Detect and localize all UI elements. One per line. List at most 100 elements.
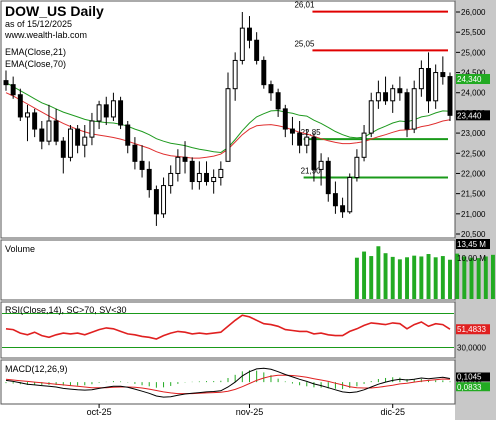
candle-body — [182, 156, 188, 162]
volume-bar — [448, 259, 452, 299]
candle-body — [404, 92, 410, 130]
candle-body — [375, 92, 381, 102]
candle-body — [82, 136, 88, 146]
candle — [218, 161, 224, 186]
candle — [161, 177, 167, 218]
candle-body — [332, 193, 338, 207]
candle — [139, 145, 145, 178]
candle-body — [3, 80, 9, 86]
candle — [297, 120, 303, 154]
signal-label-text: 0,0833 — [457, 383, 482, 392]
candle — [89, 112, 95, 146]
candle-body — [10, 84, 16, 96]
price-axis-labels: 24,340 23,440 — [456, 74, 490, 121]
candle-body — [282, 108, 288, 130]
price-tick-label: 26,000 — [461, 8, 486, 17]
volume-bar — [354, 257, 359, 299]
price-tick-label: 25,500 — [461, 28, 486, 37]
volume-label-text: 13,45 M — [457, 240, 486, 249]
volume-tick-label: 10,00 M — [457, 254, 486, 263]
candle-body — [440, 72, 446, 78]
candle-body — [189, 160, 195, 183]
candle — [232, 52, 238, 101]
candle — [46, 104, 52, 146]
candle — [53, 108, 59, 146]
candle-body — [225, 88, 231, 162]
candle — [96, 100, 102, 130]
candle-body — [247, 27, 252, 41]
rsi-label-box — [456, 324, 490, 335]
price-label-text: 24,340 — [457, 75, 482, 84]
candle — [347, 173, 353, 214]
candle — [354, 149, 360, 182]
candle-body — [32, 112, 38, 130]
volume-bar — [419, 256, 424, 299]
candle-body — [118, 100, 124, 126]
legend-ema21: EMA(Close,21) — [5, 47, 66, 57]
candle-body — [103, 104, 109, 118]
candle-body — [261, 59, 267, 86]
candle-body — [361, 132, 367, 158]
candle — [10, 76, 16, 99]
candle — [60, 137, 66, 174]
support-resistance-levels: 26,01 25,05 22,85 21,90 — [294, 1, 448, 179]
candle — [383, 76, 389, 105]
candle-body — [275, 92, 281, 110]
candle-body — [347, 176, 353, 213]
candle — [418, 60, 424, 97]
price-tick-label: 22,500 — [461, 149, 486, 158]
volume-bar — [440, 256, 445, 299]
volume-bar — [412, 255, 417, 299]
candle-body — [254, 39, 260, 61]
candle-body — [168, 172, 174, 187]
candle — [32, 108, 38, 138]
x-tick-label: nov-25 — [236, 407, 264, 417]
candle-body — [354, 156, 360, 178]
price-tick-label: 20,500 — [461, 230, 486, 239]
volume-bar — [405, 257, 410, 299]
candle — [168, 165, 174, 194]
candle-body — [96, 104, 102, 122]
candle-body — [17, 94, 23, 118]
rsi-series: 30,0000 51,4833 — [2, 313, 490, 353]
rsi-title: RSI(Close,14), SC>70, SV<30 — [5, 305, 127, 315]
candle-body — [268, 84, 274, 94]
price-tick-label: 23,000 — [461, 129, 486, 138]
candle-body — [239, 27, 245, 61]
candle — [397, 76, 403, 101]
candle — [247, 16, 252, 49]
x-tick-label: oct-25 — [87, 407, 112, 417]
candle-body — [25, 112, 30, 118]
candle-body — [125, 124, 131, 146]
candle — [196, 161, 202, 190]
candle — [268, 80, 274, 101]
candle — [289, 116, 295, 146]
candle — [282, 104, 288, 138]
candle — [275, 88, 281, 117]
candle-body — [175, 156, 181, 174]
right-axis-background — [455, 0, 496, 420]
candles — [3, 12, 453, 226]
price-tick-label: 22,000 — [461, 169, 486, 178]
level-label: 22,85 — [301, 128, 322, 137]
candle — [153, 185, 159, 226]
candle — [3, 70, 9, 91]
candle-body — [411, 88, 417, 130]
macd-line — [5, 367, 451, 398]
rsi-label-text: 51,4833 — [457, 325, 486, 334]
candle-body — [153, 189, 159, 215]
candle-body — [304, 136, 310, 146]
candle-body — [89, 120, 95, 138]
rsi-tick-label: 30,0000 — [457, 344, 486, 353]
candle-body — [218, 168, 224, 178]
candle-body — [53, 120, 59, 142]
candle — [440, 56, 446, 85]
candle-body — [75, 128, 81, 146]
as-of-date: as of 15/12/2025 — [5, 19, 72, 29]
candle — [239, 12, 245, 65]
candle — [318, 153, 324, 186]
candle — [368, 92, 374, 138]
candle — [204, 161, 209, 186]
